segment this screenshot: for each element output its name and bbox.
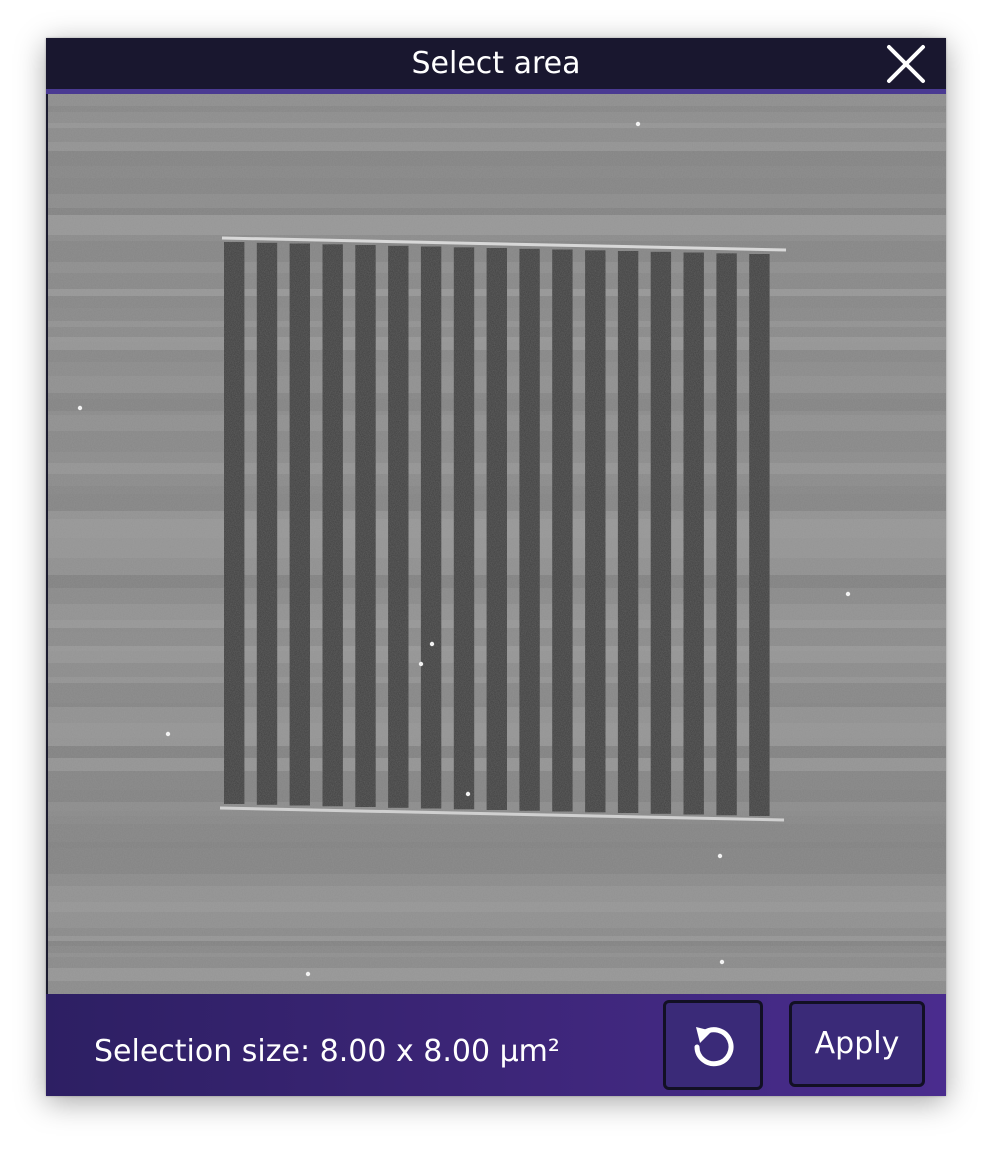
grating-stripe-texture (650, 251, 672, 814)
bright-speck (465, 791, 471, 797)
grating-stripe-texture (420, 246, 442, 809)
bright-speck (77, 405, 83, 411)
grating-stripe-texture (322, 244, 343, 807)
grating-stripe-texture (289, 243, 310, 806)
scan-image (48, 94, 946, 994)
grating-stripe-texture (683, 252, 704, 815)
bright-speck (429, 641, 435, 647)
bright-speck (719, 959, 725, 965)
dialog-title: Select area (411, 46, 581, 81)
grating-stripe-texture (585, 250, 606, 813)
bright-speck (165, 731, 171, 737)
grating-stripes (219, 236, 787, 822)
bright-speck (635, 121, 641, 127)
grating-stripe-texture (256, 242, 278, 805)
grating-stripe-texture (355, 245, 376, 807)
rotate-ccw-icon (694, 1027, 734, 1067)
select-area-dialog: Select area (46, 38, 946, 1096)
grating-stripe-texture (519, 248, 540, 811)
bright-speck (418, 661, 424, 667)
grating-stripe-texture (453, 247, 475, 810)
apply-button[interactable]: Apply (789, 1001, 925, 1087)
grating-stripe-texture (552, 249, 573, 812)
grating-top-edge (221, 236, 787, 252)
grating-stripe-texture (749, 254, 770, 816)
bright-specks (77, 121, 851, 977)
grating-stripe-texture (388, 245, 409, 808)
selection-size-label: Selection size: (94, 1034, 311, 1069)
selection-size-value: 8.00 x 8.00 µm² (319, 1034, 560, 1069)
bright-speck (845, 591, 851, 597)
grating-stripe-texture (486, 248, 507, 810)
dialog-titlebar: Select area (46, 38, 946, 89)
grating-bottom-edge (219, 806, 785, 822)
bright-speck (305, 971, 311, 977)
grating-stripe-texture (716, 253, 737, 816)
bright-speck (717, 853, 723, 859)
close-icon[interactable] (886, 44, 926, 84)
grating-stripe-texture (224, 242, 245, 804)
titlebar-accent-line (46, 89, 946, 94)
dialog-footer: Selection size: 8.00 x 8.00 µm² Apply (46, 994, 946, 1096)
reset-button[interactable] (663, 1000, 763, 1090)
scan-image-canvas[interactable] (48, 94, 946, 994)
selection-size-readout: Selection size: 8.00 x 8.00 µm² (94, 1032, 560, 1072)
grating-stripe-texture (617, 251, 639, 813)
